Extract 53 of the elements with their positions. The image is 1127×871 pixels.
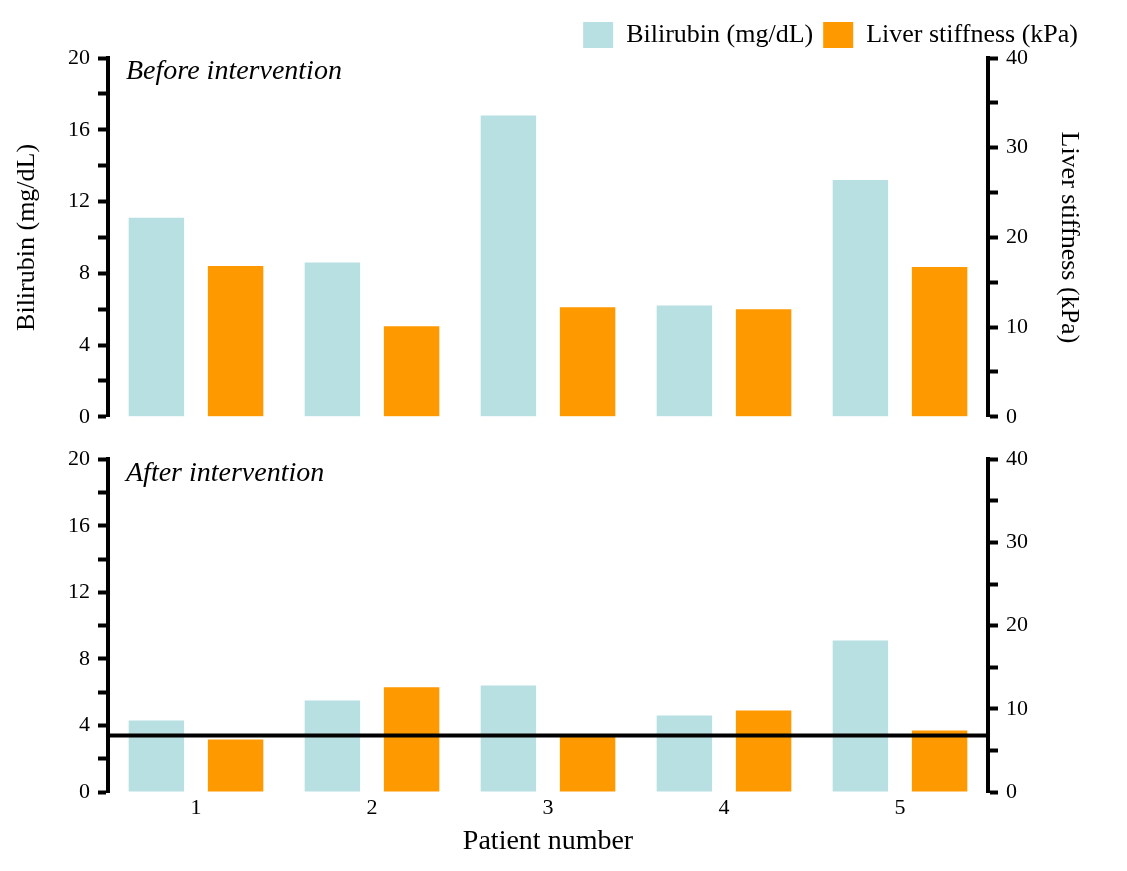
y2-tick-label: 10	[1006, 312, 1028, 338]
y2-tick-label: 20	[1006, 223, 1028, 249]
bar	[656, 305, 713, 417]
y-tick-label: 20	[68, 43, 90, 69]
y-tick-label: 12	[68, 187, 90, 213]
y2-tick-label: 20	[1006, 611, 1028, 637]
bar	[559, 735, 616, 792]
y-tick-label: 4	[79, 330, 90, 356]
y-tick-label: 8	[79, 644, 90, 670]
legend-label: Liver stiffness (kPa)	[866, 18, 1078, 48]
bar	[207, 739, 264, 792]
x-axis-title: Patient number	[462, 823, 634, 855]
x-tick-label: 2	[366, 793, 378, 819]
bar	[735, 710, 792, 792]
y2-tick-label: 0	[1006, 402, 1017, 428]
y-tick-label: 4	[79, 711, 90, 737]
bar	[911, 730, 968, 792]
bar	[128, 217, 185, 417]
bar	[480, 115, 537, 417]
bar	[480, 685, 537, 792]
bar	[383, 326, 440, 417]
y-tick-label: 12	[68, 578, 90, 604]
y-tick-label: 8	[79, 259, 90, 285]
bar	[128, 720, 185, 792]
y-tick-label: 20	[68, 444, 90, 470]
x-tick-label: 1	[190, 793, 202, 819]
bar	[735, 309, 792, 417]
bar	[383, 687, 440, 792]
chart-title: After intervention	[124, 455, 325, 487]
x-tick-label: 4	[718, 793, 730, 819]
y-tick-label: 0	[79, 777, 90, 803]
bar	[304, 262, 361, 417]
y-axis-title: Bilirubin (mg/dL)	[11, 143, 41, 331]
bar	[911, 267, 968, 417]
y2-tick-label: 0	[1006, 777, 1017, 803]
y2-tick-label: 40	[1006, 444, 1028, 470]
y2-tick-label: 30	[1006, 528, 1028, 554]
y2-tick-label: 30	[1006, 133, 1028, 159]
chart-title: Before intervention	[126, 54, 342, 86]
x-tick-label: 5	[894, 793, 906, 819]
y-tick-label: 0	[79, 402, 90, 428]
x-tick-label: 3	[542, 793, 554, 819]
y2-tick-label: 10	[1006, 694, 1028, 720]
legend-label: Bilirubin (mg/dL)	[626, 18, 814, 48]
bar	[207, 266, 264, 417]
y-tick-label: 16	[68, 115, 90, 141]
y2-axis-title: Liver stiffness (kPa)	[1055, 131, 1085, 344]
bar	[832, 179, 889, 417]
bar	[304, 700, 361, 792]
bar	[832, 640, 889, 792]
y-tick-label: 16	[68, 511, 90, 537]
bar	[656, 715, 713, 792]
bar	[559, 307, 616, 417]
